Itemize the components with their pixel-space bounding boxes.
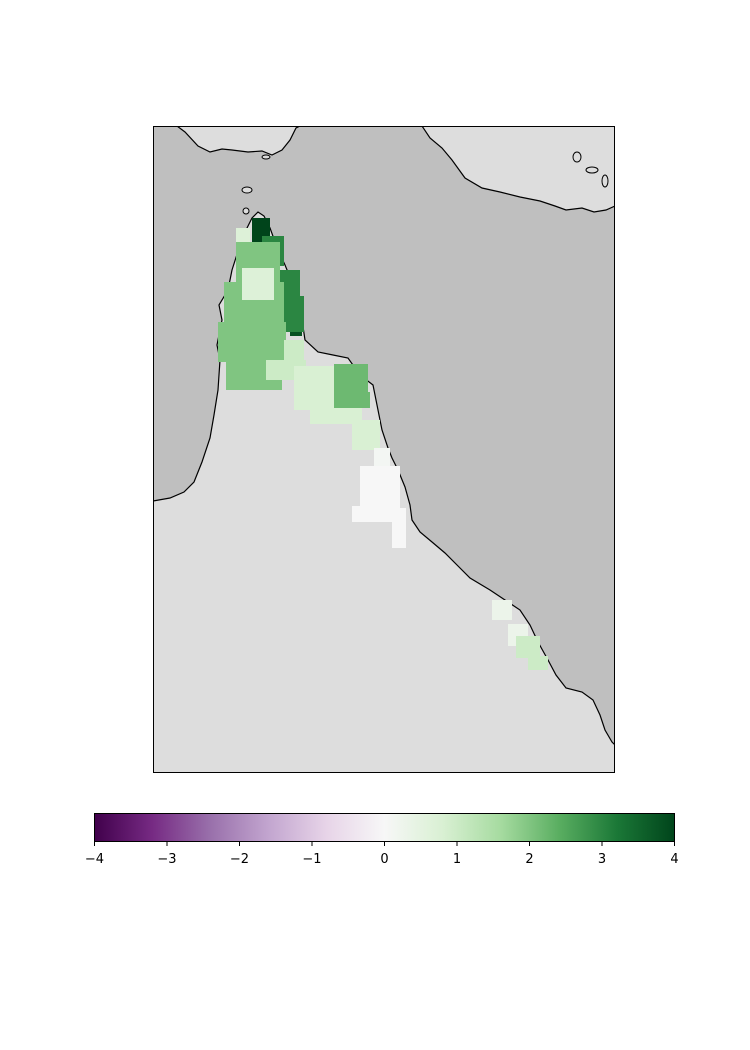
raster-cell-inland-townsville <box>360 466 400 508</box>
raster-cell-cape-york-center <box>242 268 274 300</box>
raster-cell-cairns-coast <box>352 420 380 450</box>
colorbar-tick-label: 1 <box>453 852 461 867</box>
colorbar-tick-label: 2 <box>525 852 533 867</box>
raster-cell-townsville-coast <box>374 448 390 468</box>
raster-cell-cape-york-center <box>236 228 250 242</box>
raster-cells <box>218 218 548 670</box>
colorbar-tick-label: 3 <box>598 852 606 867</box>
colorbar-ticks: −4 −3 −2 −1 0 1 2 3 4 <box>85 842 679 867</box>
colorbar-tick-label: −3 <box>157 852 176 867</box>
island <box>242 207 250 215</box>
raster-cell-cape-york-west <box>218 322 286 362</box>
island <box>585 166 599 174</box>
raster-cell-cape-york-south <box>284 340 304 362</box>
colorbar-tick-label: −1 <box>302 852 321 867</box>
colorbar-frame <box>94 813 675 842</box>
island <box>241 186 253 194</box>
colorbar-tick-label: 0 <box>380 852 388 867</box>
raster-cell-rockhampton-coast <box>528 656 548 670</box>
raster-cell-cooktown-coast <box>360 392 370 408</box>
new-guinea-land <box>175 126 301 156</box>
raster-cell-inland-townsville <box>352 506 392 522</box>
island <box>572 151 582 163</box>
colorbar-tick-label: 4 <box>670 852 678 867</box>
map-frame <box>153 126 615 773</box>
raster-cell-cape-york-north <box>282 296 304 332</box>
raster-cell-mackay-coast <box>492 600 512 620</box>
raster-cell-inland-townsville <box>392 508 406 548</box>
colorbar: −4 −3 −2 −1 0 1 2 3 4 <box>85 813 679 867</box>
torres-island <box>261 154 271 160</box>
colorbar-gradient <box>94 813 675 842</box>
raster-cell-rockhampton-coast <box>516 636 540 658</box>
map-axes <box>153 126 615 773</box>
colorbar-tick-label: −2 <box>230 852 249 867</box>
solomon-islands-land <box>421 126 615 213</box>
island <box>601 174 609 188</box>
raster-cell-cairns-coast <box>310 408 362 424</box>
raster-cell-cairns-coast <box>294 366 334 410</box>
colorbar-tick-label: −4 <box>85 852 104 867</box>
